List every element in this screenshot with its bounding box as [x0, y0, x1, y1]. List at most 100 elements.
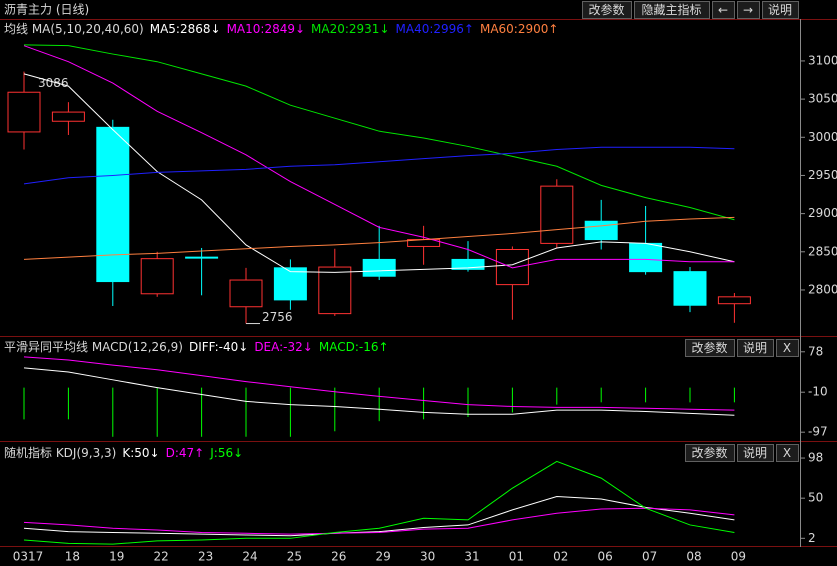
x-tick-label: 31 [464, 550, 479, 564]
legend-entry: MA60:2900↑ [480, 22, 558, 36]
legend-entry: MA40:2996↑ [396, 22, 474, 36]
button-label[interactable]: 改参数 [691, 340, 727, 355]
legend-entry: MACD:-16↑ [319, 340, 389, 354]
line [23, 44, 735, 221]
candle-body [495, 248, 529, 286]
candle-body [717, 296, 751, 305]
y-tick-label: 2 [808, 531, 816, 545]
legend: 平滑异同平均线 MACD(12,26,9) DIFF:-40↓ DEA:-32↓ MA… [4, 340, 389, 354]
button-label[interactable]: X [783, 446, 791, 460]
legend-entry: MA20:2931↓ [311, 22, 389, 36]
candle-body [185, 256, 219, 259]
button[interactable] [776, 339, 799, 357]
x-tick-label: 0317 [13, 550, 44, 564]
legend-label: 平滑异同平均线 MACD(12,26,9) [4, 340, 183, 354]
candle-body [451, 258, 485, 270]
x-tick-label: 25 [287, 550, 302, 564]
legend-entry: DEA:-32↓ [254, 340, 313, 354]
button[interactable] [737, 444, 774, 462]
x-tick-label: 08 [686, 550, 701, 564]
legend-entry: MA10:2849↓ [227, 22, 305, 36]
button[interactable] [582, 1, 632, 19]
line [23, 507, 735, 535]
x-tick-label: 09 [731, 550, 746, 564]
candle-body [362, 258, 396, 277]
y-tick-label: 2950 [808, 168, 837, 182]
button[interactable] [685, 444, 735, 462]
legend-entry: D:47↑ [166, 446, 205, 460]
line [23, 367, 735, 416]
x-tick-label: 24 [242, 550, 257, 564]
y-tick-label: 50 [808, 491, 823, 505]
legend-label: 随机指标 KDJ(9,3,3) [4, 445, 116, 460]
legend: 随机指标 KDJ(9,3,3) K:50↓ D:47↑ J:56↓ [4, 445, 243, 460]
y-tick-label: 2850 [808, 244, 837, 258]
x-tick-label: 01 [509, 550, 524, 564]
y-tick-label: 98 [808, 451, 823, 465]
x-tick-label: 19 [109, 550, 124, 564]
button-label[interactable]: 隐藏主指标 [641, 2, 701, 17]
candle-body [140, 258, 174, 295]
legend-entry: DIFF:-40↓ [189, 340, 248, 354]
y-tick-label: 3050 [808, 92, 837, 106]
button-label[interactable]: ← [718, 3, 728, 17]
page-title: 沥青主力 (日线) [4, 3, 89, 17]
button-label[interactable]: → [743, 3, 753, 17]
line [23, 460, 735, 545]
button[interactable] [737, 1, 760, 19]
legend-entry: J:56↓ [209, 446, 243, 460]
button-label[interactable]: 改参数 [691, 445, 727, 460]
button-label[interactable]: 说明 [743, 340, 767, 355]
button-label[interactable]: 改参数 [588, 2, 624, 17]
legend: 均线 MA(5,10,20,40,60) MA5:2868↓ MA10:2849↓ M… [4, 22, 558, 36]
x-tick-label: 18 [65, 550, 80, 564]
button-label[interactable]: 说明 [768, 2, 792, 17]
line [23, 496, 735, 537]
candle-body [629, 242, 663, 273]
y-tick-label: 2900 [808, 206, 837, 220]
candle-body [673, 271, 707, 306]
line [23, 216, 735, 260]
legend-label: 均线 MA(5,10,20,40,60) [4, 22, 144, 36]
x-tick-label: 29 [376, 550, 391, 564]
legend-entry: K:50↓ [122, 446, 159, 460]
candle-body [7, 91, 41, 133]
button[interactable] [712, 1, 735, 19]
line [23, 356, 735, 411]
line [23, 45, 735, 269]
candle-body [229, 279, 263, 308]
x-tick-label: 06 [598, 550, 613, 564]
x-tick-label: 02 [553, 550, 568, 564]
y-tick-label: 3000 [808, 130, 837, 144]
x-tick-label: 26 [331, 550, 346, 564]
button-label[interactable]: X [783, 341, 791, 355]
low-label: 2756 [262, 310, 293, 324]
high-label: 3086 [38, 76, 69, 90]
candle-body [51, 111, 85, 122]
line [23, 146, 735, 185]
candle-body [318, 266, 352, 315]
button-label[interactable]: 说明 [743, 445, 767, 460]
x-tick-label: 07 [642, 550, 657, 564]
y-tick-label: 2800 [808, 282, 837, 296]
y-tick-label: 78 [808, 344, 823, 358]
line [23, 73, 735, 273]
x-tick-label: 23 [198, 550, 213, 564]
x-tick-label: 22 [154, 550, 169, 564]
y-tick-label: 3100 [808, 53, 837, 67]
x-tick-label: 30 [420, 550, 435, 564]
candle-body [96, 126, 130, 283]
legend-entry: MA5:2868↓ [150, 22, 221, 36]
button[interactable] [634, 1, 710, 19]
y-tick-label: -97 [808, 425, 828, 439]
candle-body [584, 220, 618, 241]
y-tick-label: -10 [808, 385, 828, 399]
candle-body [540, 185, 574, 244]
button[interactable] [737, 339, 774, 357]
button[interactable] [685, 339, 735, 357]
button[interactable] [776, 444, 799, 462]
button[interactable] [762, 1, 799, 19]
candle-body [273, 267, 307, 301]
